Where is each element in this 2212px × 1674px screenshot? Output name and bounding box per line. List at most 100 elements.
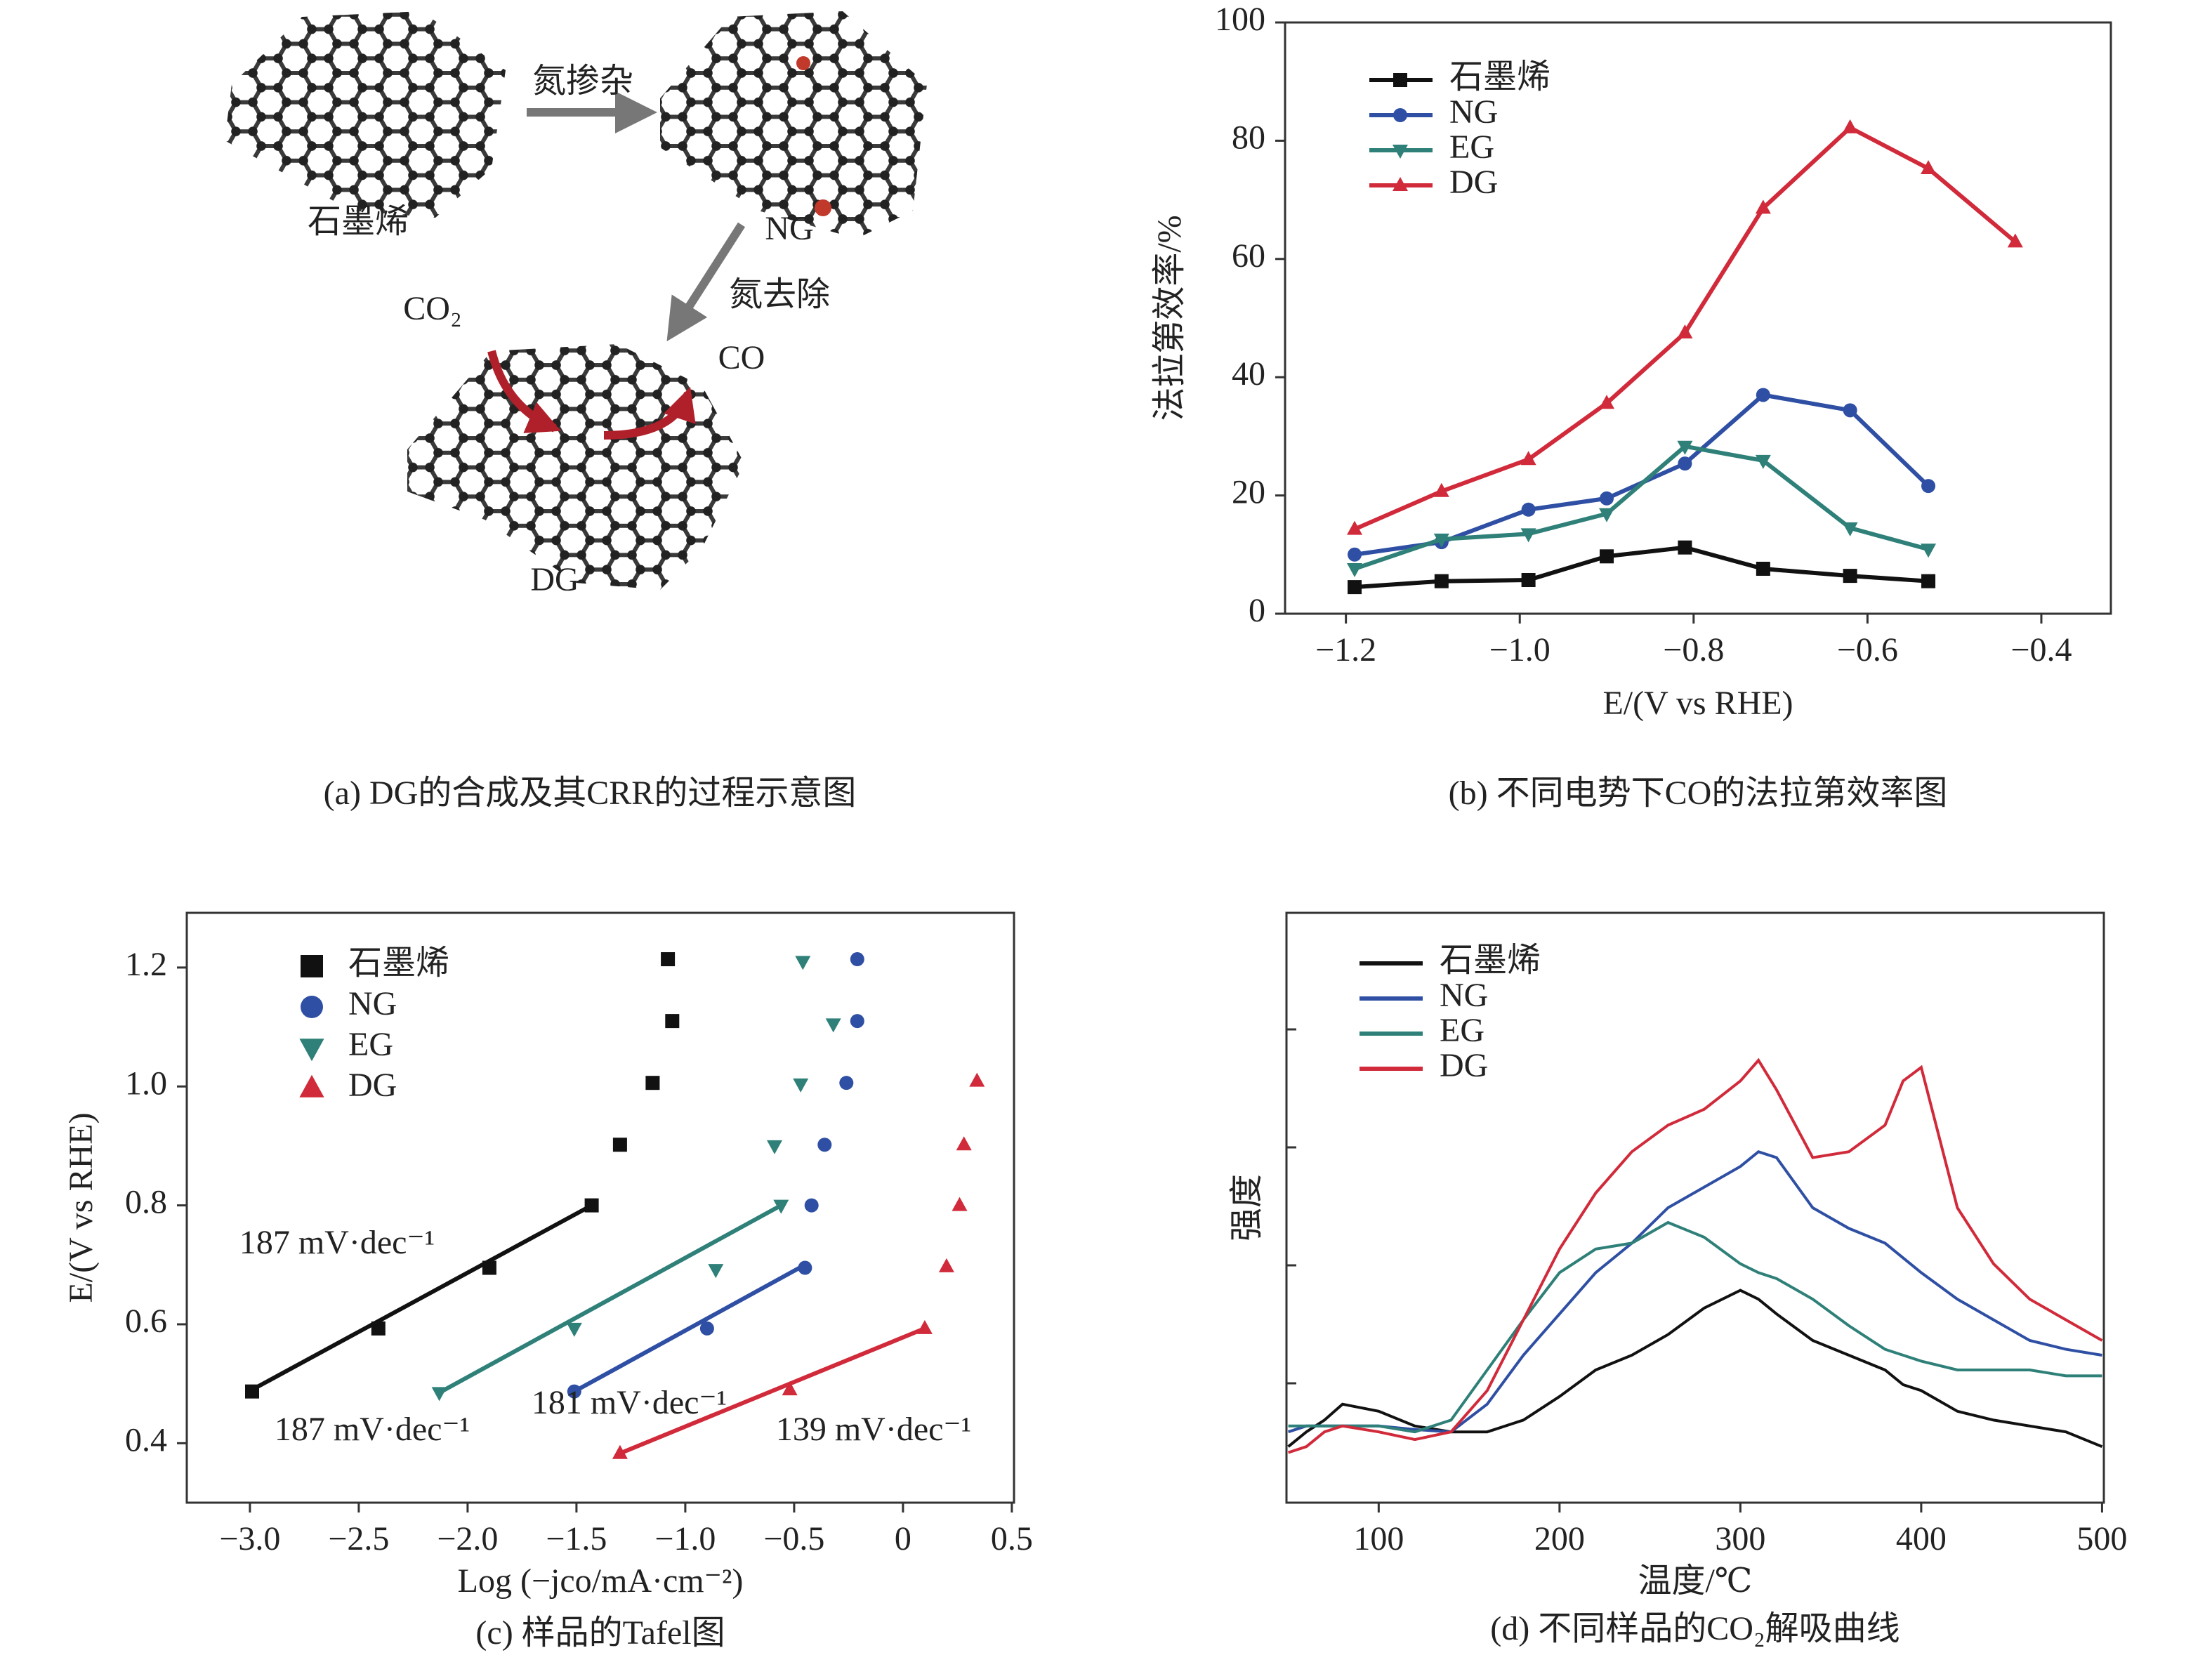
x-tick-label: −1.5: [546, 1520, 607, 1557]
marker: [773, 1199, 789, 1214]
series-line: [1288, 1220, 2102, 1434]
graphene-sheet: [225, 11, 506, 218]
y-tick-label: 60: [1232, 237, 1265, 275]
series-line: [1354, 545, 1929, 590]
x-axis-label: E/(V vs RHE): [1602, 685, 1793, 722]
annotation: 187 mV·dec⁻¹: [275, 1411, 470, 1448]
series-line: [1287, 1289, 2103, 1449]
marker: [612, 1138, 627, 1152]
marker: [825, 1018, 841, 1033]
legend-label: 石墨烯: [1440, 942, 1541, 979]
x-tick-label: −3.0: [219, 1520, 280, 1557]
y-tick-label: 0.4: [125, 1421, 167, 1458]
marker: [793, 1078, 809, 1093]
x-tick-label: −1.2: [1315, 631, 1376, 668]
x-tick-label: −0.5: [763, 1520, 824, 1557]
marker: [665, 1014, 680, 1029]
y-axis-label: E/(V vs RHE): [62, 1112, 100, 1303]
marker: [1393, 73, 1407, 87]
label: CO₂: [403, 290, 461, 327]
marker: [566, 1322, 582, 1337]
red-arrow: [487, 350, 561, 433]
marker: [1347, 563, 1363, 578]
marker: [371, 1321, 386, 1336]
marker: [850, 952, 864, 967]
caption: (b) 不同电势下CO的法拉第效率图: [1449, 775, 1948, 812]
legend-label: NG: [348, 985, 397, 1022]
marker: [1348, 547, 1362, 562]
label: 氮去除: [729, 276, 830, 313]
marker: [1677, 324, 1693, 339]
marker: [1756, 562, 1770, 576]
marker: [1843, 569, 1857, 584]
y-tick-label: 1.2: [125, 946, 167, 983]
legend-label: DG: [348, 1067, 397, 1104]
legend-label: EG: [348, 1026, 393, 1063]
marker: [1520, 528, 1536, 543]
marker: [1678, 456, 1692, 471]
y-axis-label: 法拉第效率/%: [1151, 215, 1188, 421]
x-tick-label: −0.6: [1837, 631, 1898, 668]
y-tick-label: 0: [1249, 592, 1265, 629]
caption: (a) DG的合成及其CRR的过程示意图: [324, 775, 857, 812]
marker: [1599, 508, 1615, 522]
dg-sheet: [407, 344, 744, 590]
marker: [1755, 454, 1771, 469]
marker: [1677, 440, 1693, 455]
series-line: [1354, 444, 1929, 571]
x-tick-label: 400: [1896, 1520, 1947, 1557]
n-atom: [796, 56, 810, 70]
marker: [850, 1014, 864, 1029]
marker: [431, 1387, 447, 1402]
red-arrow: [603, 386, 696, 440]
marker: [612, 1444, 628, 1459]
n-atom: [815, 199, 831, 216]
marker: [299, 1074, 324, 1098]
marker: [482, 1260, 496, 1275]
marker: [1433, 533, 1449, 548]
marker: [1756, 388, 1770, 402]
marker: [969, 1072, 985, 1087]
y-tick-label: 100: [1215, 1, 1265, 38]
x-tick-label: 200: [1534, 1520, 1585, 1557]
fit-line: [251, 1203, 593, 1392]
marker: [1393, 145, 1408, 159]
x-axis-label: 温度/℃: [1638, 1562, 1752, 1600]
series-line: [1354, 393, 1930, 557]
diagram: 氮掺杂 石墨烯 NG 氮去除 CO₂ CO DG (a) DG的合成及其CRR的…: [225, 11, 927, 812]
marker: [245, 1384, 259, 1399]
plot-frame: [185, 911, 1015, 1504]
caption: (d) 不同样品的CO₂解吸曲线: [1490, 1610, 1900, 1647]
y-tick-label: 20: [1232, 474, 1265, 511]
marker: [301, 955, 323, 977]
fit-line: [619, 1326, 926, 1456]
marker: [916, 1319, 933, 1334]
y-tick-label: 80: [1232, 119, 1265, 156]
annotation: 187 mV·dec⁻¹: [239, 1224, 435, 1261]
marker: [567, 1384, 581, 1399]
marker: [1520, 451, 1536, 466]
caption: (c) 样品的Tafel图: [475, 1614, 725, 1652]
x-tick-label: −0.8: [1663, 631, 1724, 668]
legend-label: EG: [1440, 1012, 1484, 1049]
legend-label: DG: [1449, 164, 1498, 201]
marker: [1433, 482, 1449, 497]
marker: [1921, 543, 1937, 558]
label: NG: [765, 210, 813, 247]
y-tick-label: 40: [1232, 355, 1265, 393]
plot-frame: [1284, 21, 2112, 615]
marker: [839, 1076, 854, 1090]
marker: [301, 996, 323, 1018]
marker: [584, 1198, 599, 1213]
marker: [1393, 108, 1407, 122]
marker: [804, 1198, 819, 1213]
marker: [1600, 549, 1614, 564]
marker: [1755, 199, 1771, 214]
label: 石墨烯: [308, 203, 409, 240]
marker: [1348, 580, 1362, 595]
arrow: [666, 222, 746, 342]
fit-line: [573, 1263, 806, 1394]
legend-label: NG: [1449, 93, 1498, 131]
